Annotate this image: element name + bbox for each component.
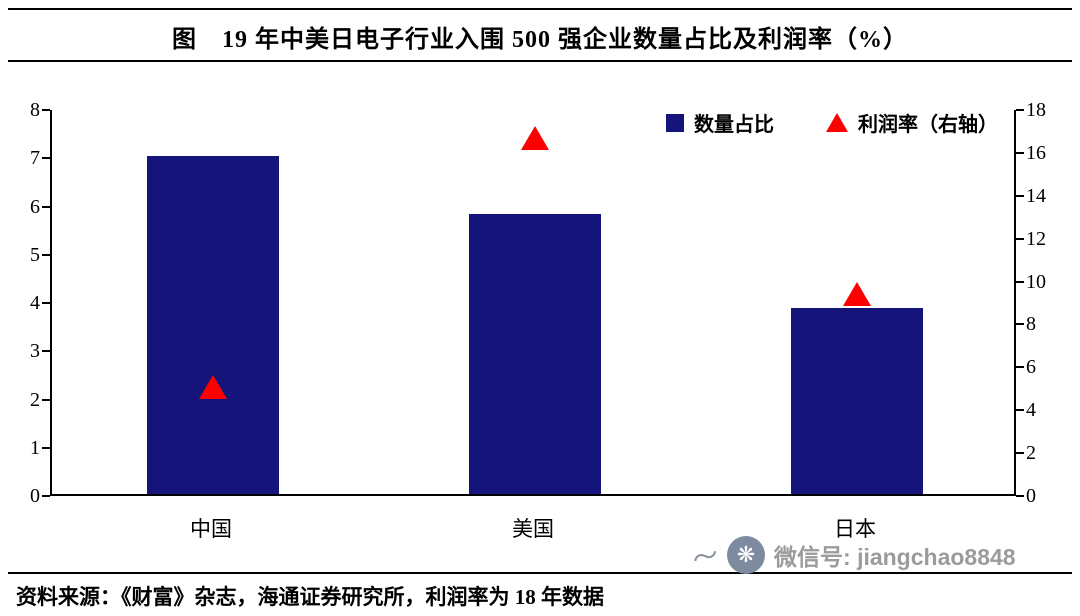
y-axis-right-label: 8 bbox=[1026, 313, 1036, 336]
y-axis-right-label: 12 bbox=[1026, 227, 1046, 250]
y-axis-left-tick bbox=[42, 109, 50, 111]
y-axis-right-label: 0 bbox=[1026, 485, 1036, 507]
y-axis-left-label: 6 bbox=[30, 195, 40, 218]
plot-area: 数量占比 利润率（右轴） bbox=[50, 110, 1016, 496]
title-bottom-rule bbox=[8, 60, 1072, 62]
y-axis-right-tick bbox=[1016, 151, 1024, 154]
y-axis-right-tick bbox=[1016, 194, 1024, 197]
y-axis-left-tick bbox=[42, 398, 50, 401]
bar-中国 bbox=[147, 156, 279, 494]
y-axis-right-label: 6 bbox=[1026, 356, 1036, 379]
y-axis-left-label: 4 bbox=[30, 292, 40, 314]
y-axis-right-label: 14 bbox=[1026, 184, 1046, 207]
y-axis-left-label: 2 bbox=[30, 388, 40, 411]
triangle-marker-日本 bbox=[843, 282, 871, 307]
triangle-series-label: 利润率（右轴） bbox=[858, 114, 998, 136]
y-axis-right-tick bbox=[1016, 323, 1024, 326]
y-axis-right-label: 4 bbox=[1026, 399, 1036, 422]
y-axis-left-label: 7 bbox=[30, 147, 40, 170]
y-axis-left-label: 5 bbox=[30, 243, 40, 266]
chart-title: 图 19 年中美日电子行业入围 500 强企业数量占比及利润率（%） bbox=[172, 27, 908, 53]
x-axis-category-label: 美国 bbox=[512, 517, 554, 541]
chart: 数量占比 利润率（右轴） 0 1 2 3 4 5 6 7 8 0 2 4 6 8 10 12 14 16 18 中国美… bbox=[0, 88, 1080, 550]
y-axis-right-tick bbox=[1016, 366, 1024, 369]
watermark: 〜 ❋ 微信号: jiangchao8848 bbox=[689, 536, 1016, 575]
y-axis-left-label: 3 bbox=[30, 340, 40, 363]
footer-rule bbox=[8, 572, 1072, 574]
x-axis-category-label: 日本 bbox=[834, 517, 876, 541]
y-axis-right-label: 18 bbox=[1026, 99, 1046, 121]
y-axis-right-tick bbox=[1016, 495, 1024, 497]
y-axis-left-tick bbox=[42, 157, 50, 160]
y-axis-left-tick bbox=[42, 350, 50, 353]
legend-item-bars: 数量占比 bbox=[666, 108, 774, 137]
y-axis-right-tick bbox=[1016, 280, 1024, 283]
y-axis-right-tick bbox=[1016, 109, 1024, 111]
bar-美国 bbox=[469, 214, 601, 494]
watermark-flourish-icon: 〜 bbox=[688, 539, 723, 575]
x-axis-category-label: 中国 bbox=[190, 517, 232, 541]
source-note: 资料来源：《财富》杂志，海通证券研究所，利润率为 18 年数据 bbox=[16, 585, 604, 609]
dandelion-icon: ❋ bbox=[727, 536, 766, 574]
triangle-series-swatch-icon bbox=[826, 113, 848, 132]
bar-series-label: 数量占比 bbox=[694, 114, 774, 136]
y-axis-left-label: 0 bbox=[30, 485, 40, 507]
y-axis-right-label: 2 bbox=[1026, 442, 1036, 465]
legend-item-markers: 利润率（右轴） bbox=[826, 108, 998, 137]
y-axis-right-tick bbox=[1016, 452, 1024, 455]
triangle-marker-美国 bbox=[521, 125, 549, 150]
y-axis-left-tick bbox=[42, 446, 50, 449]
watermark-text: 微信号: jiangchao8848 bbox=[774, 544, 1016, 570]
y-axis-left-label: 1 bbox=[30, 436, 40, 459]
y-axis-left-label: 8 bbox=[30, 99, 40, 121]
bar-日本 bbox=[791, 308, 923, 494]
y-axis-left-tick bbox=[42, 495, 50, 497]
y-axis-left-tick bbox=[42, 302, 50, 304]
bar-series-swatch-icon bbox=[666, 113, 684, 132]
y-axis-right-tick bbox=[1016, 409, 1024, 412]
legend: 数量占比 利润率（右轴） bbox=[666, 108, 998, 137]
y-axis-left-tick bbox=[42, 253, 50, 256]
title-top-rule bbox=[8, 8, 1072, 10]
y-axis-right-label: 10 bbox=[1026, 270, 1046, 293]
y-axis-left-tick bbox=[42, 205, 50, 208]
y-axis-right-tick bbox=[1016, 237, 1024, 240]
triangle-marker-中国 bbox=[199, 374, 227, 399]
y-axis-right-label: 16 bbox=[1026, 141, 1046, 164]
